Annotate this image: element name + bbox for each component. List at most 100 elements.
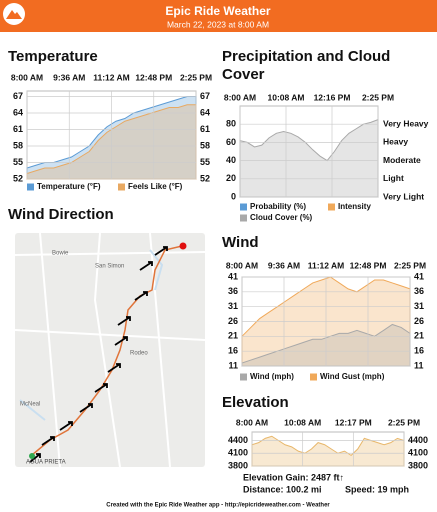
x-label: 8:00 AM (236, 417, 268, 427)
map-roads (14, 232, 206, 468)
map-water (19, 249, 164, 421)
route-start (29, 453, 35, 459)
chart-title: Precipitation and Cloud Cover (222, 48, 391, 83)
y-tick-label: 21 (414, 331, 424, 341)
app-title: Epic Ride Weather (165, 4, 270, 18)
y-tick-label: 41 (228, 271, 238, 281)
y-tick-label: 52 (13, 173, 23, 183)
y2-tick-label: Very Heavy (383, 118, 429, 128)
series-area (251, 435, 405, 467)
y-tick-label: 31 (414, 301, 424, 311)
x-label: 12:17 PM (335, 417, 372, 427)
legend-label: Probability (%) (250, 202, 306, 211)
map-bg (15, 233, 205, 467)
footer: Created with the Epic Ride Weather app -… (106, 503, 330, 509)
chart-title: Temperature (8, 48, 98, 65)
map-label: San Simon (95, 264, 124, 270)
map-label: Bowie (52, 251, 69, 257)
chart-title: Elevation (222, 394, 289, 411)
y-tick-label: 31 (228, 301, 238, 311)
route-end (179, 242, 187, 250)
chart-title: Wind (222, 234, 259, 251)
y-tick-label: 26 (228, 316, 238, 326)
y-tick-label: 67 (13, 91, 23, 101)
legend-swatch (240, 214, 247, 222)
x-label: 10:08 AM (267, 92, 304, 102)
legend-swatch (328, 203, 335, 211)
plot-bg (239, 105, 379, 198)
x-label: 8:00 AM (224, 92, 256, 102)
y-tick-label: 4400 (228, 435, 248, 445)
y-tick-label: 11 (414, 360, 424, 370)
x-label: 8:00 AM (226, 260, 258, 270)
x-label: 2:25 PM (388, 417, 420, 427)
y-tick-label: 36 (414, 286, 424, 296)
y-tick-label: 36 (228, 286, 238, 296)
legend-swatch (240, 373, 247, 381)
x-label: 9:36 AM (53, 72, 85, 82)
y-tick-label: 58 (13, 140, 23, 150)
y-tick-label: 52 (200, 173, 210, 183)
x-label: 8:00 AM (11, 72, 43, 82)
y-tick-label: 3800 (408, 460, 428, 470)
y-tick-label: 21 (228, 331, 238, 341)
legend-label: Feels Like (°F) (128, 182, 183, 191)
x-label: 11:12 AM (308, 260, 345, 270)
y-tick-label: 16 (228, 346, 238, 356)
y-tick-label: 0 (231, 191, 236, 201)
map: Bowie San Simon Rodeo McNeal AGUA PRIETA (14, 232, 206, 468)
stat: Elevation Gain: 2487 ft↑ (243, 472, 344, 482)
y-tick-label: 4400 (408, 435, 428, 445)
stat: Speed: 19 mph (345, 484, 409, 494)
legend-swatch (240, 203, 247, 211)
y-tick-label: 61 (13, 124, 23, 134)
y2-tick-label: Light (383, 173, 404, 183)
app-subtitle: March 22, 2023 at 8:00 AM (167, 19, 269, 29)
legend-label: Temperature (°F) (37, 182, 101, 191)
y-tick-label: 16 (414, 346, 424, 356)
y2-tick-label: Very Light (383, 191, 424, 201)
legend-label: Wind Gust (mph) (320, 372, 385, 381)
legend-label: Intensity (338, 202, 371, 211)
legend-label: Cloud Cover (%) (250, 213, 313, 222)
y-tick-label: 80 (226, 119, 236, 129)
y2-tick-label: Heavy (383, 137, 408, 147)
x-label: 2:25 PM (362, 92, 394, 102)
map-label: McNeal (20, 402, 40, 408)
stat: Distance: 100.2 mi (243, 484, 322, 494)
y-tick-label: 55 (200, 157, 210, 167)
y-tick-label: 41 (414, 271, 424, 281)
x-label: 2:25 PM (394, 260, 426, 270)
y-tick-label: 20 (226, 173, 236, 183)
x-label: 12:16 PM (314, 92, 351, 102)
x-label: 12:48 PM (350, 260, 387, 270)
legend-label: Wind (mph) (250, 372, 294, 381)
legend-swatch (310, 373, 317, 381)
x-label: 9:36 AM (268, 260, 300, 270)
y-tick-label: 4100 (408, 448, 428, 458)
wind-arrows (29, 246, 168, 463)
x-label: 11:12 AM (93, 72, 130, 82)
section-title: Wind Direction (8, 206, 114, 223)
series-area (239, 118, 379, 198)
y-tick-label: 67 (200, 91, 210, 101)
y-tick-label: 55 (13, 157, 23, 167)
y-tick-label: 58 (200, 140, 210, 150)
y2-tick-label: Moderate (383, 155, 421, 165)
y-tick-label: 4100 (228, 448, 248, 458)
legend-swatch (118, 183, 125, 191)
y-tick-label: 64 (200, 107, 210, 117)
map-label: Rodeo (130, 351, 148, 357)
y-tick-label: 11 (228, 360, 238, 370)
y-tick-label: 61 (200, 124, 210, 134)
plot-bg (251, 431, 405, 467)
logo-mountain (6, 10, 22, 19)
y-tick-label: 3800 (228, 460, 248, 470)
x-label: 10:08 AM (284, 417, 321, 427)
header-bar (0, 0, 437, 32)
y-tick-label: 26 (414, 316, 424, 326)
y-tick-label: 40 (226, 155, 236, 165)
x-label: 2:25 PM (180, 72, 212, 82)
